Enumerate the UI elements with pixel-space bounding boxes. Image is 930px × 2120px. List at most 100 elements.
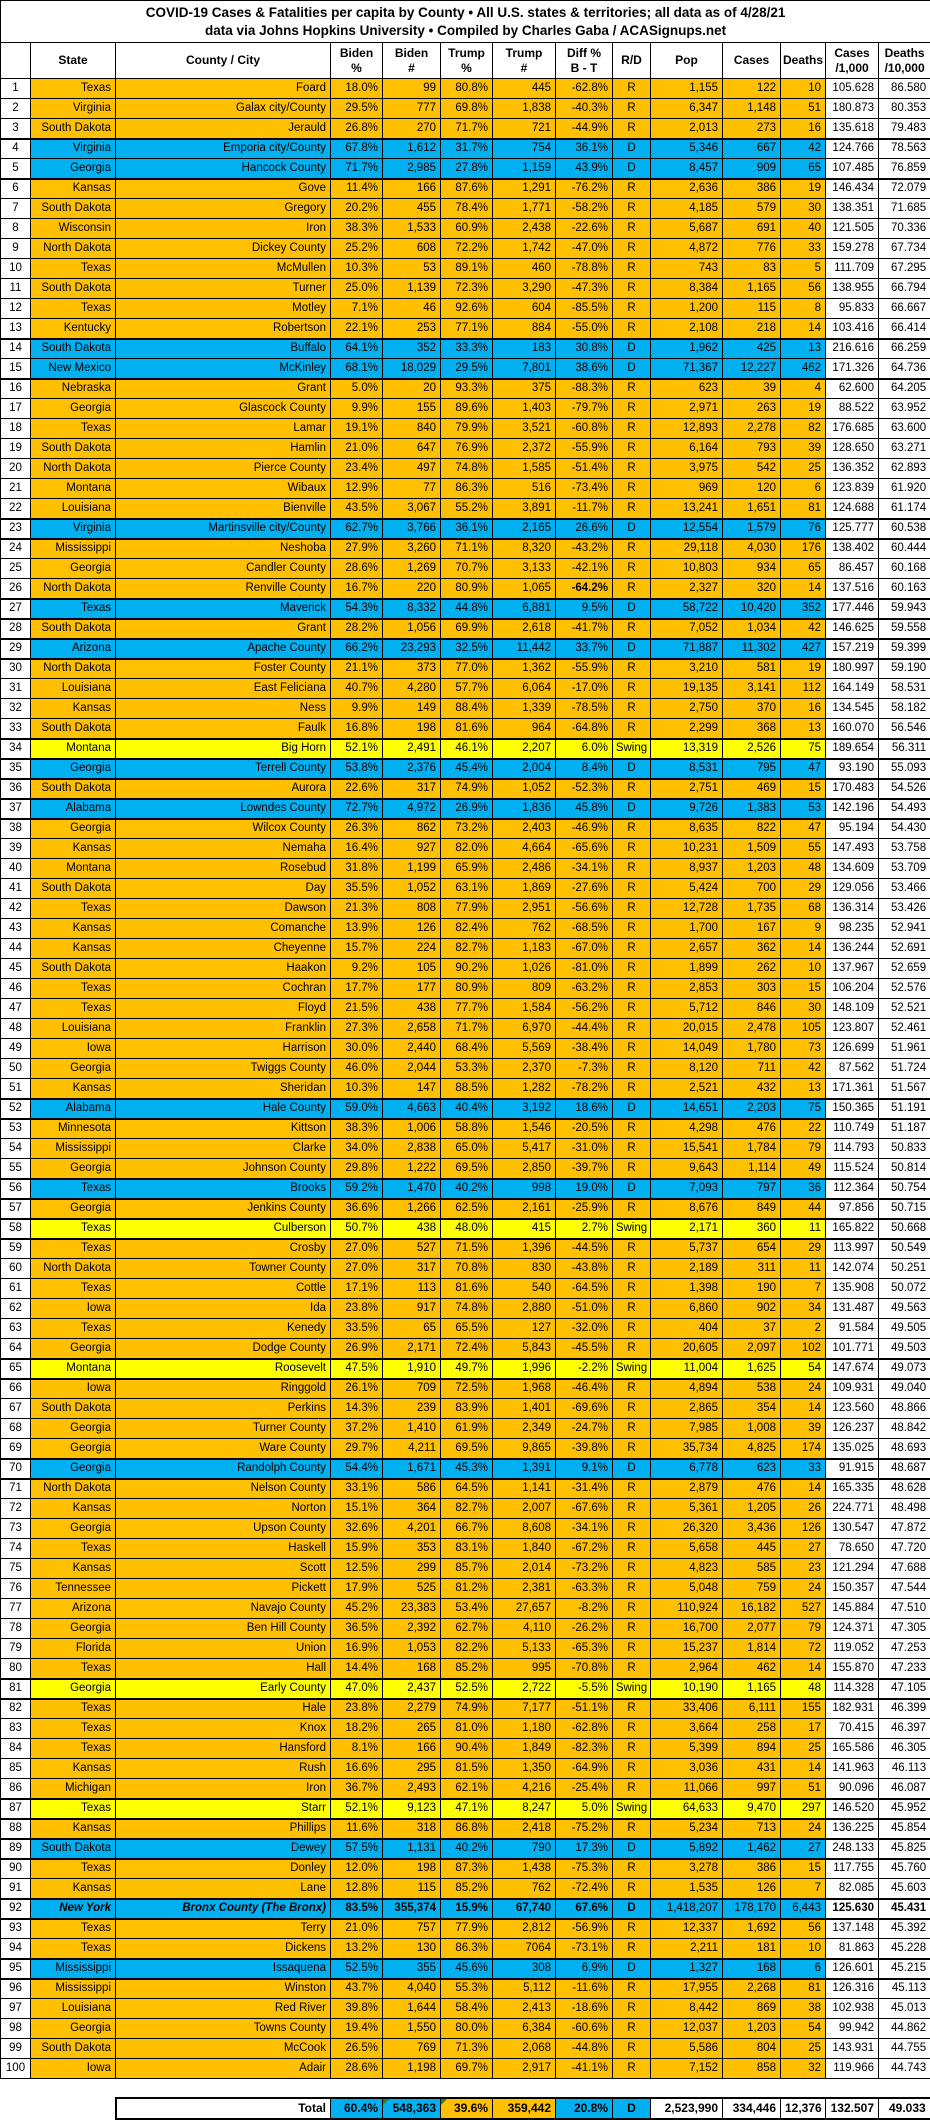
cell-biden-pct: 12.8% — [331, 1879, 383, 1899]
cell-trump-count: 1,968 — [493, 1379, 556, 1399]
cell-population: 8,457 — [651, 159, 723, 179]
cell-deaths-per-10000: 45.215 — [879, 1959, 930, 1979]
cell-trump-pct: 40.2% — [441, 1179, 493, 1199]
cell-trump-pct: 86.8% — [441, 1819, 493, 1839]
cell-rank: 90 — [1, 1859, 31, 1879]
cell-party: R — [613, 1119, 651, 1139]
cell-cases-per-1000: 124.688 — [826, 499, 879, 519]
cell-cases-per-1000: 112.364 — [826, 1179, 879, 1199]
table-title: COVID-19 Cases & Fatalities per capita b… — [1, 1, 930, 43]
cell-trump-pct: 89.1% — [441, 259, 493, 279]
cell-biden-pct: 23.8% — [331, 1299, 383, 1319]
cell-biden-pct: 19.1% — [331, 419, 383, 439]
cell-deaths-per-10000: 47.233 — [879, 1659, 930, 1679]
cell-cases: 849 — [723, 1199, 781, 1219]
cell-deaths: 102 — [781, 1339, 826, 1359]
cell-trump-pct: 55.2% — [441, 499, 493, 519]
cell-state: Kansas — [31, 1499, 116, 1519]
cell-deaths-per-10000: 60.163 — [879, 579, 930, 599]
cell-biden-count: 2,044 — [383, 1059, 441, 1079]
cell-deaths-per-10000: 50.833 — [879, 1139, 930, 1159]
cell-cases-per-1000: 124.371 — [826, 1619, 879, 1639]
cell-party: R — [613, 259, 651, 279]
cell-cases-per-1000: 97.856 — [826, 1199, 879, 1219]
cell-biden-pct: 22.1% — [331, 319, 383, 339]
cell-cases: 4,825 — [723, 1439, 781, 1459]
cell-trump-pct: 88.4% — [441, 699, 493, 719]
cell-county: Roosevelt — [116, 1359, 331, 1379]
cell-county: Hall — [116, 1659, 331, 1679]
cell-state: Mississippi — [31, 1139, 116, 1159]
cell-trump-count: 1,840 — [493, 1539, 556, 1559]
cell-cases-per-1000: 102.938 — [826, 1999, 879, 2019]
cell-cases-per-1000: 180.873 — [826, 99, 879, 119]
cell-deaths: 81 — [781, 499, 826, 519]
cell-county: Hancock County — [116, 159, 331, 179]
cell-state: Mississippi — [31, 1959, 116, 1979]
cell-trump-count: 2,165 — [493, 519, 556, 539]
cell-party: R — [613, 859, 651, 879]
cell-trump-pct: 93.3% — [441, 379, 493, 399]
cell-party: Swing — [613, 739, 651, 759]
cell-biden-count: 198 — [383, 1859, 441, 1879]
cell-rank: 6 — [1, 179, 31, 199]
cell-rank: 13 — [1, 319, 31, 339]
cell-population: 2,013 — [651, 119, 723, 139]
cell-state: Texas — [31, 79, 116, 99]
cell-population: 2,751 — [651, 779, 723, 799]
cell-biden-count: 1,533 — [383, 219, 441, 239]
cell-party: R — [613, 1659, 651, 1679]
cell-trump-pct: 45.4% — [441, 759, 493, 779]
cell-diff: -47.0% — [556, 239, 613, 259]
cell-state: Iowa — [31, 1039, 116, 1059]
cell-state: Georgia — [31, 559, 116, 579]
cell-population: 4,894 — [651, 1379, 723, 1399]
cell-cases-per-1000: 159.278 — [826, 239, 879, 259]
cell-biden-pct: 26.1% — [331, 1379, 383, 1399]
cell-population: 969 — [651, 479, 723, 499]
cell-trump-count: 2,068 — [493, 2039, 556, 2059]
cell-rank: 99 — [1, 2039, 31, 2059]
cell-cases-per-1000: 130.547 — [826, 1519, 879, 1539]
cell-state: Georgia — [31, 1619, 116, 1639]
cell-diff: -7.3% — [556, 1059, 613, 1079]
cell-deaths: 79 — [781, 1139, 826, 1159]
cell-biden-pct: 17.1% — [331, 1279, 383, 1299]
cell-party: R — [613, 79, 651, 99]
cell-trump-count: 6,970 — [493, 1019, 556, 1039]
cell-cases-per-1000: 137.967 — [826, 959, 879, 979]
cell-cases-per-1000: 103.416 — [826, 319, 879, 339]
cell-biden-pct: 62.7% — [331, 519, 383, 539]
cell-party: R — [613, 1719, 651, 1739]
cell-trump-pct: 71.5% — [441, 1239, 493, 1259]
cell-deaths: 6 — [781, 1959, 826, 1979]
cell-cases: 2,478 — [723, 1019, 781, 1039]
cell-deaths: 10 — [781, 79, 826, 99]
cell-state: Texas — [31, 259, 116, 279]
cell-rank: 80 — [1, 1659, 31, 1679]
cell-rank: 40 — [1, 859, 31, 879]
cell-cases-per-1000: 88.522 — [826, 399, 879, 419]
cell-rank: 8 — [1, 219, 31, 239]
cell-deaths: 13 — [781, 1079, 826, 1099]
cell-trump-count: 1,869 — [493, 879, 556, 899]
title-line-2: data via Johns Hopkins University • Comp… — [1, 22, 930, 40]
cell-biden-count: 155 — [383, 399, 441, 419]
cell-biden-pct: 29.8% — [331, 1159, 383, 1179]
cell-cases: 579 — [723, 199, 781, 219]
cell-biden-pct: 83.5% — [331, 1899, 383, 1919]
cell-county: Franklin — [116, 1019, 331, 1039]
cell-state: Texas — [31, 299, 116, 319]
cell-diff: -73.2% — [556, 1559, 613, 1579]
